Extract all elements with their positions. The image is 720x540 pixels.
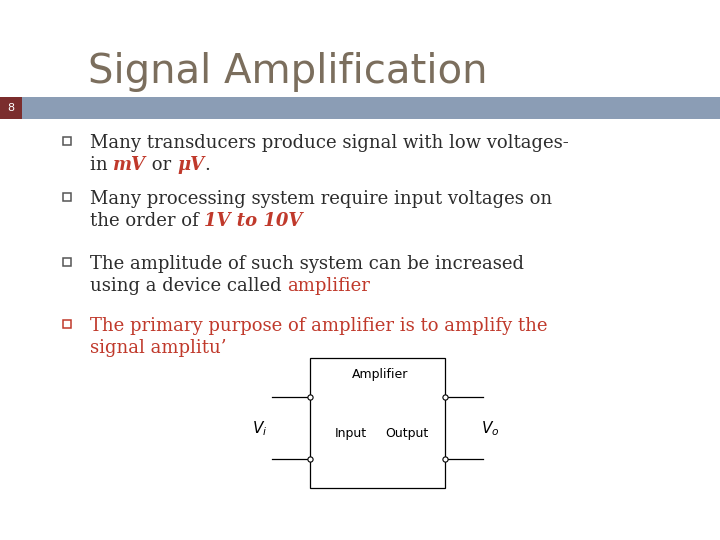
Text: $V_o$: $V_o$ bbox=[481, 419, 499, 437]
Text: Amplifier: Amplifier bbox=[352, 368, 408, 381]
Text: Input: Input bbox=[334, 427, 366, 440]
Bar bbox=[63, 320, 71, 328]
Text: Many processing system require input voltages on: Many processing system require input vol… bbox=[90, 190, 552, 208]
Text: 1V to 10V: 1V to 10V bbox=[204, 212, 302, 230]
Text: amplifier: amplifier bbox=[287, 277, 370, 295]
Text: signal amplitu’: signal amplitu’ bbox=[90, 339, 227, 357]
Bar bbox=[63, 193, 71, 201]
Bar bbox=[63, 137, 71, 145]
Text: the order of: the order of bbox=[90, 212, 204, 230]
Text: The amplitude of such system can be increased: The amplitude of such system can be incr… bbox=[90, 255, 524, 273]
Text: using a device called: using a device called bbox=[90, 277, 287, 295]
Text: The primary purpose of amplifier is to amplify the: The primary purpose of amplifier is to a… bbox=[90, 317, 547, 335]
Bar bbox=[63, 258, 71, 266]
Text: in: in bbox=[90, 156, 113, 174]
Text: mV: mV bbox=[113, 156, 146, 174]
Bar bbox=[310, 358, 445, 488]
Text: $V_i$: $V_i$ bbox=[252, 419, 268, 437]
Text: 8: 8 bbox=[7, 103, 14, 113]
Bar bbox=[0, 97, 22, 119]
Text: μV: μV bbox=[177, 156, 204, 174]
Text: or: or bbox=[146, 156, 177, 174]
Bar bbox=[0, 97, 720, 119]
Text: Signal Amplification: Signal Amplification bbox=[88, 52, 487, 92]
Text: Output: Output bbox=[386, 427, 429, 440]
Text: .: . bbox=[204, 156, 210, 174]
Text: Many transducers produce signal with low voltages-: Many transducers produce signal with low… bbox=[90, 134, 569, 152]
